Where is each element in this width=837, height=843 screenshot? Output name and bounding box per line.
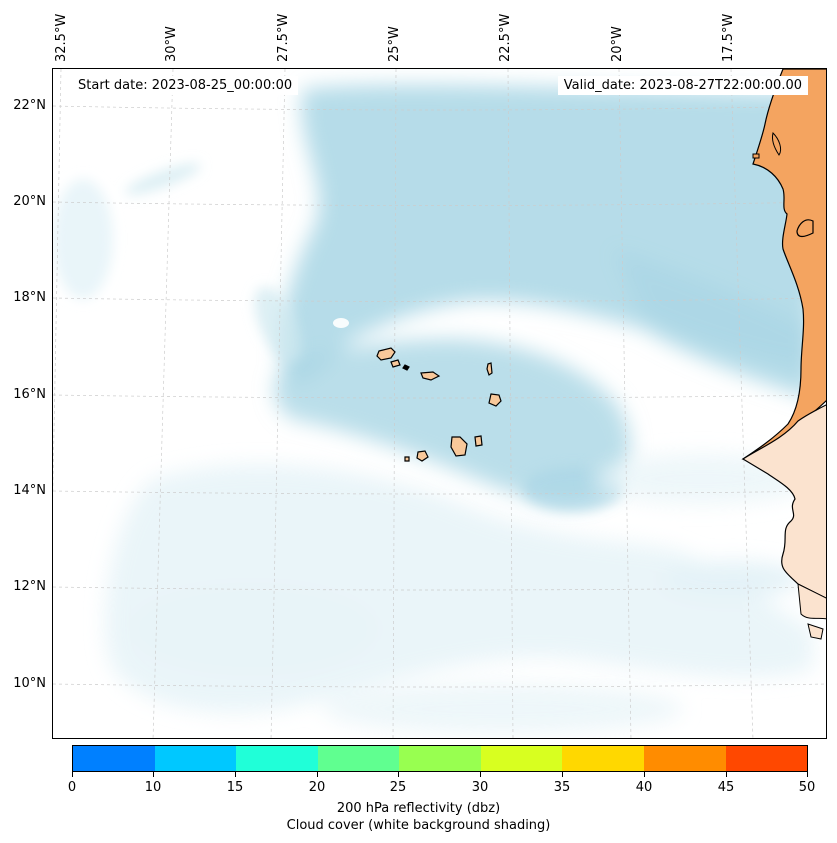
lon-label-32-5w: 32.5°W xyxy=(54,13,69,62)
colorbar-tick xyxy=(235,772,236,777)
colorbar-tick-label: 30 xyxy=(471,780,489,795)
lon-label-25w: 25°W xyxy=(387,26,402,62)
colorbar-tick-label: 0 xyxy=(67,780,77,795)
cloud-cover-shading xyxy=(53,84,813,734)
colorbar-tick xyxy=(317,772,318,777)
colorbar-segment xyxy=(643,746,726,771)
colorbar-tick-label: 25 xyxy=(389,780,407,795)
lat-label-16n: 16°N xyxy=(13,387,46,402)
graticule xyxy=(53,69,826,738)
colorbar-tick-label: 20 xyxy=(308,780,326,795)
colorbar-tick xyxy=(644,772,645,777)
lat-label-20n: 20°N xyxy=(13,194,46,209)
colorbar-tick-label: 10 xyxy=(144,780,162,795)
colorbar-tick-label: 35 xyxy=(553,780,571,795)
colorbar-tick-label: 40 xyxy=(635,780,653,795)
colorbar-segment xyxy=(236,746,318,771)
colorbar-segment xyxy=(562,746,644,771)
colorbar-tick xyxy=(726,772,727,777)
colorbar-segment xyxy=(399,746,481,771)
valid-date-label: Valid_date: 2023-08-27T22:00:00.00 xyxy=(557,76,808,95)
map-canvas[interactable] xyxy=(53,69,827,739)
colorbar-subtitle: Cloud cover (white background shading) xyxy=(286,818,551,833)
colorbar-title: 200 hPa reflectivity (dbz) xyxy=(336,801,501,816)
colorbar-tick-label: 45 xyxy=(717,780,735,795)
colorbar-segment xyxy=(480,746,563,771)
lat-label-12n: 12°N xyxy=(13,579,46,594)
colorbar-segment xyxy=(725,746,808,771)
lon-label-20w: 20°W xyxy=(610,26,625,62)
lon-label-22-5w: 22.5°W xyxy=(498,13,513,62)
lon-label-17-5w: 17.5°W xyxy=(721,13,736,62)
colorbar-tick-label: 50 xyxy=(798,780,816,795)
colorbar-tick xyxy=(480,772,481,777)
lat-label-22n: 22°N xyxy=(13,98,46,113)
colorbar-tick xyxy=(72,772,73,777)
colorbar-tick xyxy=(562,772,563,777)
colorbar-tick xyxy=(153,772,154,777)
colorbar-segment xyxy=(154,746,237,771)
cabo-verde-islands xyxy=(376,347,502,462)
colorbar-tick xyxy=(398,772,399,777)
africa-land xyxy=(741,69,826,640)
colorbar-segment xyxy=(73,746,155,771)
lat-label-10n: 10°N xyxy=(13,676,46,691)
lat-label-18n: 18°N xyxy=(13,290,46,305)
colorbar-segment xyxy=(317,746,400,771)
lon-label-30w: 30°W xyxy=(164,26,179,62)
lat-label-14n: 14°N xyxy=(13,483,46,498)
lon-label-27-5w: 27.5°W xyxy=(276,13,291,62)
colorbar xyxy=(72,745,808,772)
start-date-label: Start date: 2023-08-25_00:00:00 xyxy=(72,76,299,95)
map-panel[interactable] xyxy=(52,68,827,739)
colorbar-tick-label: 15 xyxy=(226,780,244,795)
colorbar-tick xyxy=(807,772,808,777)
